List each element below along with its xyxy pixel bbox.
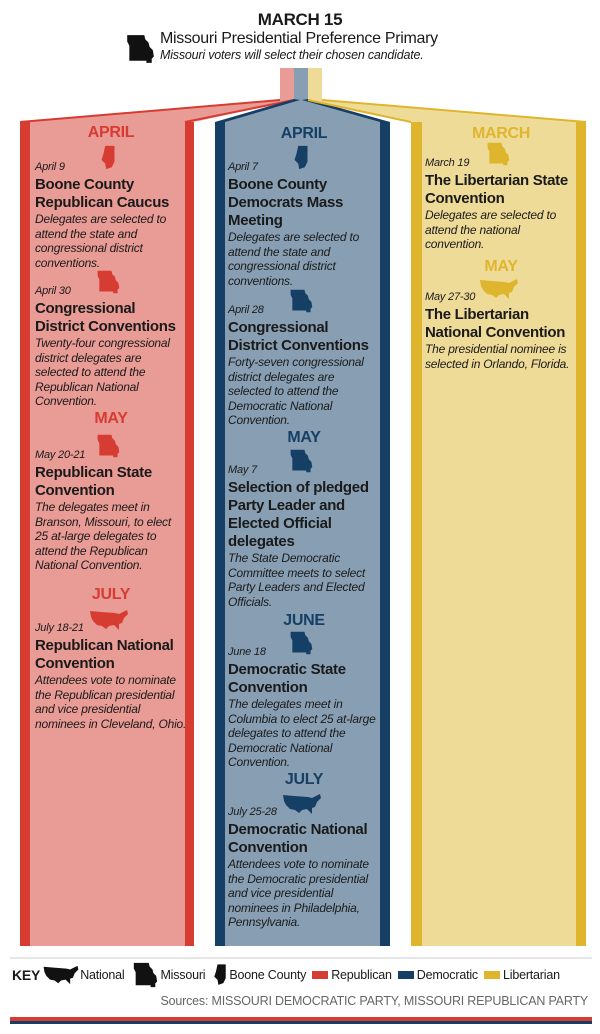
month-heading: APRIL: [280, 125, 328, 142]
boone-county-icon: [294, 145, 308, 170]
event-title: Congressional District Conventions: [228, 319, 369, 354]
missouri-icon: [127, 35, 154, 63]
event-description: The presidential nominee is selected in …: [425, 342, 570, 371]
event-description: The delegates meet in Branson, Missouri,…: [35, 500, 171, 572]
event-description: Attendees vote to nominate the Republica…: [35, 673, 187, 731]
democratic-swatch: [397, 971, 414, 979]
header-date: MARCH 15: [257, 10, 343, 29]
legend-democratic: Democratic: [416, 968, 478, 982]
event-date: March 19: [425, 157, 470, 169]
timeline-event: April 30 Congressional District Conventio…: [35, 270, 187, 409]
month-heading: MAY: [94, 410, 128, 427]
event-date: July 18-21: [35, 622, 84, 634]
event-date: May 20-21: [35, 449, 86, 461]
event-description: Attendees vote to nominate the Democrati…: [228, 857, 369, 929]
event-date: June 18: [228, 646, 266, 658]
event-title: The Libertarian State Convention: [425, 172, 568, 207]
month-heading: MAY: [484, 258, 518, 275]
libertarian-column-bg: [307, 99, 587, 946]
footer-rule-red: [10, 1017, 592, 1021]
event-date: April 7: [228, 161, 258, 173]
legend-missouri: Missouri: [160, 968, 206, 982]
legend-libertarian: Libertarian: [502, 968, 560, 982]
event-date: April 28: [228, 304, 264, 316]
timeline-event: March 19 The Libertarian State Convention…: [425, 142, 577, 252]
timeline-event: May 20-21 Republican State Convention The …: [35, 434, 187, 573]
event-date: April 9: [35, 161, 65, 173]
legend: KEY National Missouri Boone County Repub…: [12, 962, 590, 988]
event-title: Democratic State Convention: [228, 661, 346, 696]
timeline-event: April 9 Boone County Republican Caucus Del…: [35, 145, 187, 270]
libertarian-swatch: [483, 971, 500, 979]
democratic-stem: [294, 68, 308, 101]
month-heading: APRIL: [87, 124, 135, 141]
legend-title: KEY: [12, 967, 41, 983]
libertarian-stem: [308, 68, 322, 101]
boone-county-icon: [101, 145, 115, 170]
event-title: Selection of pledged Party Leader and El…: [228, 479, 369, 550]
republican-column-bg: [19, 99, 295, 946]
missouri-icon: [290, 631, 313, 655]
event-title: Boone County Democrats Mass Meeting: [228, 176, 344, 229]
month-heading: JULY: [91, 586, 131, 603]
timeline-event: April 7 Boone County Democrats Mass Meeti…: [228, 145, 380, 288]
event-title: The Libertarian National Convention: [425, 306, 566, 341]
legend-boone: Boone County: [229, 968, 307, 982]
national-icon: [43, 965, 79, 985]
month-heading: JULY: [284, 771, 324, 788]
event-title: Democratic National Convention: [228, 821, 368, 856]
national-icon: [90, 610, 128, 630]
republican-swatch: [312, 971, 329, 979]
event-title: Boone County Republican Caucus: [35, 176, 170, 211]
event-date: May 27-30: [425, 291, 476, 303]
month-heading: JUNE: [283, 612, 325, 629]
event-title: Republican State Convention: [35, 464, 152, 499]
legend-republican: Republican: [331, 968, 392, 982]
timeline-event: July 25-28 Democratic National Convention…: [228, 794, 380, 930]
sources: Sources: MISSOURI DEMOCRATIC PARTY, MISS…: [160, 994, 589, 1008]
month-heading: MARCH: [471, 125, 531, 142]
national-icon: [480, 279, 518, 299]
timeline-event: May 7 Selection of pledged Party Leader a…: [228, 449, 380, 609]
event-description: The State Democratic Committee meets to …: [228, 551, 366, 609]
event-title: Congressional District Conventions: [35, 300, 176, 335]
footer-rule-blue: [10, 1021, 592, 1024]
timeline-event: July 18-21 Republican National Convention…: [35, 610, 187, 731]
missouri-icon: [290, 289, 313, 313]
legend-national: National: [80, 968, 125, 982]
event-date: May 7: [228, 464, 257, 476]
missouri-icon: [97, 270, 120, 294]
republican-stem: [280, 68, 294, 101]
democratic-column-bg: [215, 99, 390, 946]
event-description: Delegates are selected to attend the nat…: [425, 208, 557, 251]
event-description: The delegates meet in Columbia to elect …: [228, 697, 376, 769]
event-title: Republican National Convention: [35, 637, 174, 672]
event-description: Forty-seven congressional district deleg…: [228, 355, 364, 427]
timeline-event: April 28 Congressional District Conventio…: [228, 289, 380, 428]
header-subtitle: Missouri voters will select their chosen…: [160, 48, 424, 62]
missouri-icon: [290, 449, 313, 473]
event-description: Twenty-four congressional district deleg…: [35, 336, 170, 408]
event-date: April 30: [35, 285, 71, 297]
timeline-event: May 27-30 The Libertarian National Conven…: [425, 279, 577, 371]
month-heading: MAY: [287, 429, 321, 446]
header-title: Missouri Presidential Preference Primary: [160, 30, 438, 47]
national-icon: [283, 794, 321, 814]
event-description: Delegates are selected to attend the sta…: [35, 212, 167, 270]
event-date: July 25-28: [228, 806, 277, 818]
boone-county-icon: [214, 964, 227, 985]
missouri-icon: [97, 434, 120, 458]
timeline-event: June 18 Democratic State Convention The de…: [228, 631, 380, 770]
event-description: Delegates are selected to attend the sta…: [228, 230, 360, 288]
missouri-icon: [134, 962, 158, 988]
missouri-icon: [487, 142, 510, 166]
